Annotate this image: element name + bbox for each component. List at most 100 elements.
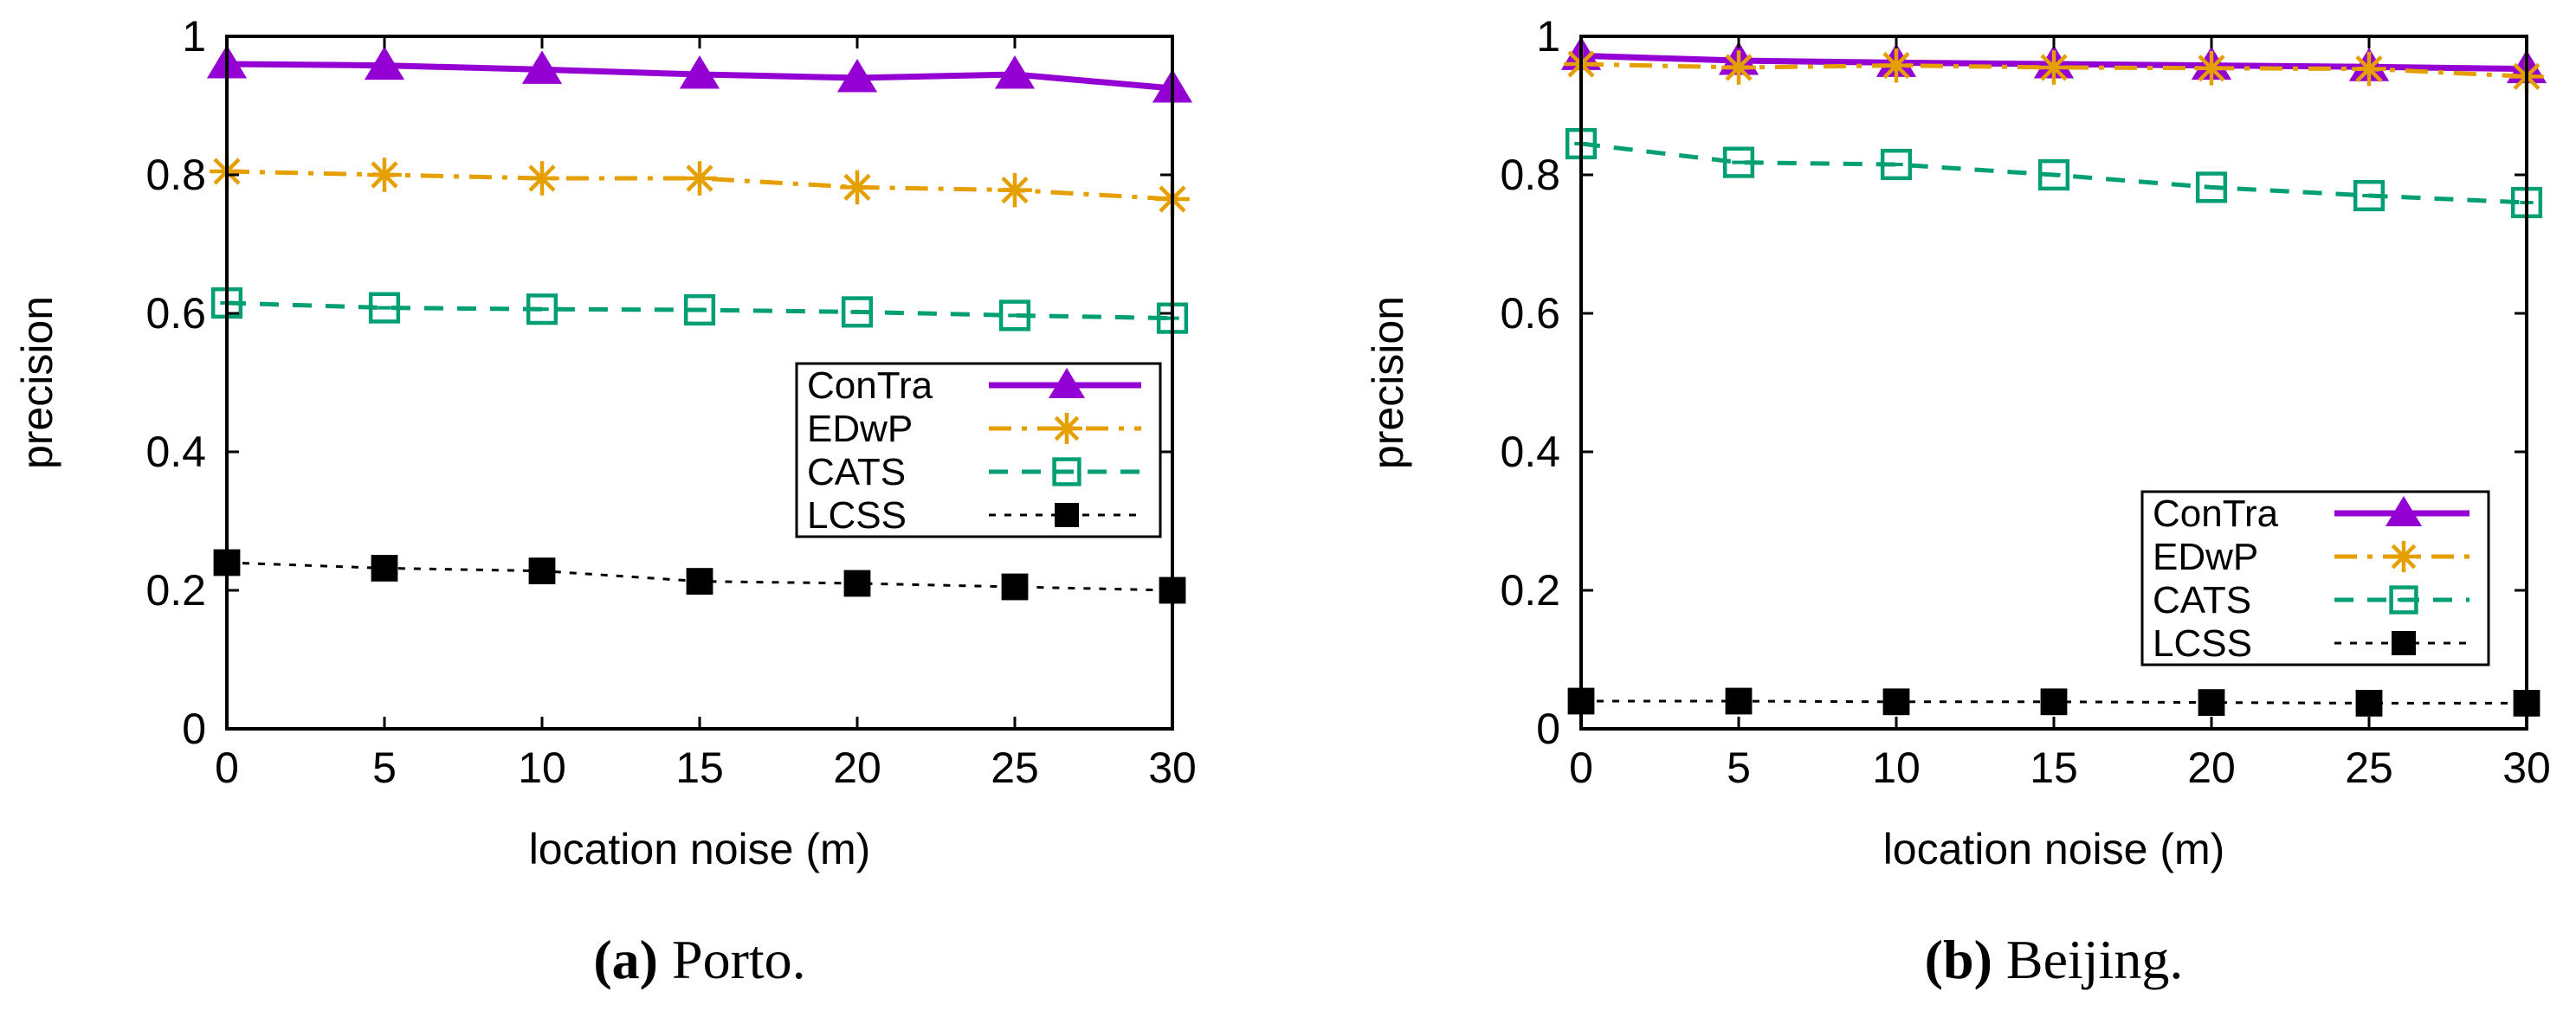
caption: (a) Porto.	[593, 929, 805, 990]
legend-label: CATS	[2153, 579, 2251, 621]
data-point	[1882, 688, 1910, 716]
data-point	[1721, 50, 1756, 85]
x-tick-label: 5	[372, 744, 397, 792]
data-point	[1725, 687, 1753, 715]
x-tick-label: 15	[2030, 744, 2078, 792]
x-tick-label: 10	[1872, 744, 1921, 792]
y-tick-label: 0.6	[1500, 289, 1560, 338]
caption: (b) Beijing.	[1925, 929, 2184, 990]
data-point	[840, 170, 875, 205]
x-axis-label: location noise (m)	[1883, 825, 2225, 873]
x-tick-label: 25	[2345, 744, 2393, 792]
data-point	[997, 172, 1032, 208]
y-axis-label: precision	[1364, 296, 1412, 469]
x-axis-label: location noise (m)	[529, 825, 871, 873]
y-tick-label: 1	[1536, 12, 1560, 61]
panel-beijing: 0 5 10 15 20 25 30 0 0.2 0.4 0.6 0.8 1 location nois…	[1364, 12, 2551, 990]
data-point	[843, 570, 871, 597]
caption-label: (a)	[593, 929, 658, 990]
legend-item-contra: ConTra	[807, 364, 1141, 407]
y-tick-label: 1	[182, 12, 206, 61]
data-point	[998, 299, 1031, 332]
x-tick-label: 10	[518, 744, 566, 792]
data-point	[679, 55, 720, 89]
data-point	[1722, 146, 1755, 178]
legend-item-contra: ConTra	[2153, 493, 2469, 535]
legend-marker	[1049, 368, 1085, 398]
series-contra	[206, 45, 1193, 103]
data-point	[994, 55, 1036, 89]
x-tick-label: 30	[2502, 744, 2551, 792]
legend-label: CATS	[807, 451, 906, 493]
series-lcss	[1567, 687, 2540, 717]
legend-marker	[1052, 457, 1081, 486]
legend-marker	[2389, 585, 2418, 615]
y-tick-label: 0.8	[145, 151, 206, 199]
data-point	[367, 158, 402, 192]
data-point	[841, 296, 874, 328]
legend-item-cats: CATS	[2153, 579, 2469, 621]
legend-label: ConTra	[807, 364, 933, 407]
x-tick-label: 0	[1569, 744, 1593, 792]
legend-marker	[2392, 631, 2416, 655]
data-point	[2037, 50, 2071, 85]
x-tick-label: 0	[215, 744, 239, 792]
data-point	[2355, 690, 2383, 717]
legend-item-edwp: EDwP	[2153, 536, 2469, 578]
data-point	[2353, 179, 2386, 212]
legend-box	[2140, 490, 2490, 666]
legend-marker	[2388, 541, 2419, 572]
legend-label: EDwP	[2153, 536, 2258, 578]
data-point	[836, 59, 878, 93]
panel-porto: 0 5 10 15 20 25 30 0 0.2 0.4 0.6 0.8 1 location nois…	[13, 12, 1197, 990]
y-axis-label: precision	[13, 296, 61, 469]
legend-box	[795, 362, 1162, 538]
data-point	[525, 161, 559, 196]
legend-label: EDwP	[807, 408, 913, 450]
data-point	[683, 293, 716, 326]
data-point	[2195, 171, 2228, 203]
data-point	[521, 50, 563, 84]
legend-marker	[1051, 413, 1082, 444]
legend-item-lcss: LCSS	[2153, 622, 2469, 665]
data-point	[526, 293, 558, 325]
tick-layer: 0 5 10 15 20 25 30 0 0.2 0.4 0.6 0.8 1	[1500, 12, 2550, 792]
data-point	[2040, 688, 2068, 716]
data-point	[1879, 48, 1914, 83]
data-point	[1880, 148, 1913, 181]
data-point	[364, 46, 405, 80]
legend-item-cats: CATS	[807, 451, 1141, 493]
y-tick-label: 0	[1536, 705, 1560, 753]
caption-text: Porto.	[672, 929, 806, 990]
data-point	[528, 557, 556, 584]
data-point	[368, 292, 401, 324]
data-point	[371, 555, 398, 582]
series-layer	[1560, 36, 2547, 717]
legend-label: ConTra	[2153, 493, 2279, 535]
legend-marker	[1055, 503, 1079, 527]
series-lcss	[213, 549, 1186, 604]
data-point	[2198, 689, 2225, 716]
y-tick-label: 0.4	[145, 428, 206, 476]
data-point	[1001, 573, 1029, 601]
y-tick-label: 0.6	[145, 289, 206, 338]
data-point	[682, 161, 717, 196]
caption-text: Beijing.	[2006, 929, 2183, 990]
series-edwp	[210, 154, 1190, 216]
series-cats	[210, 287, 1189, 334]
tick-layer: 0 5 10 15 20 25 30 0 0.2 0.4 0.6 0.8 1	[145, 12, 1196, 792]
y-tick-label: 0	[182, 705, 206, 753]
x-tick-label: 25	[991, 744, 1039, 792]
series-edwp	[1564, 47, 2544, 94]
legend-label: LCSS	[2153, 622, 2252, 665]
legend-marker	[2386, 496, 2422, 526]
data-point	[686, 568, 713, 595]
y-tick-label: 0.2	[1500, 566, 1560, 615]
caption-label: (b)	[1925, 929, 1992, 990]
legend-item-lcss: LCSS	[807, 494, 1141, 537]
y-tick-label: 0.4	[1500, 428, 1560, 476]
series-cats	[1565, 127, 2543, 219]
